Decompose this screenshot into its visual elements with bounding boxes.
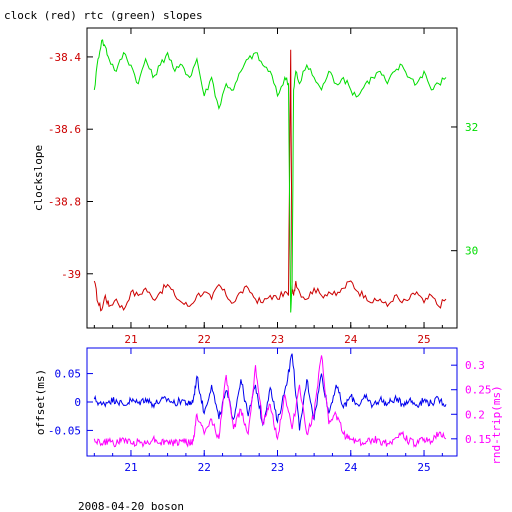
y-right-tick-label: 32 <box>465 121 478 134</box>
top-chart: clockslope 21 22 23 24 25 -38.4 -38.6 -38.8 -39… <box>32 27 478 346</box>
y-right-tick-label: 0.3 <box>465 359 485 372</box>
chart-title: clock (red) rtc (green) slopes <box>4 9 203 22</box>
y-right-tick-label: 0.2 <box>465 408 485 421</box>
offset-line <box>93 353 447 431</box>
x-tick-label: 21 <box>124 461 137 474</box>
round-trip-line <box>93 355 447 448</box>
footer-label: 2008-04-20 boson <box>78 500 184 512</box>
rtc-slope-line <box>93 39 447 313</box>
x-tick-label: 24 <box>344 333 358 346</box>
top-chart-ylabel: clockslope <box>32 145 45 211</box>
y-left-tick-label: -38.6 <box>48 123 81 136</box>
x-tick-label: 21 <box>124 333 137 346</box>
x-tick-label: 22 <box>198 333 211 346</box>
bottom-chart: offset(ms) rnd-trip(ms) 21 22 23 24 25 0.05 0… <box>34 347 503 474</box>
y-right-tick-label: 30 <box>465 245 478 258</box>
y-left-tick-label: -0.05 <box>48 424 81 437</box>
y-right-tick-label: 0.15 <box>465 433 492 446</box>
y-left-tick-label: -38.4 <box>48 51 81 64</box>
x-tick-label: 23 <box>271 461 284 474</box>
y-left-tick-label: 0 <box>74 396 81 409</box>
clock-slope-line <box>93 49 447 312</box>
x-tick-label: 24 <box>344 461 358 474</box>
y-left-tick-label: -39 <box>61 268 81 281</box>
y-left-tick-label: 0.05 <box>55 368 82 381</box>
top-chart-frame <box>86 27 458 329</box>
bottom-chart-ylabel-right: rnd-trip(ms) <box>490 385 503 464</box>
y-right-tick-label: 0.25 <box>465 384 492 397</box>
bottom-chart-frame <box>86 347 458 457</box>
bottom-chart-ylabel-left: offset(ms) <box>34 369 47 435</box>
y-left-tick-label: -38.8 <box>48 195 81 208</box>
x-tick-label: 25 <box>417 333 430 346</box>
x-tick-label: 23 <box>271 333 284 346</box>
x-tick-label: 25 <box>417 461 430 474</box>
x-tick-label: 22 <box>198 461 211 474</box>
